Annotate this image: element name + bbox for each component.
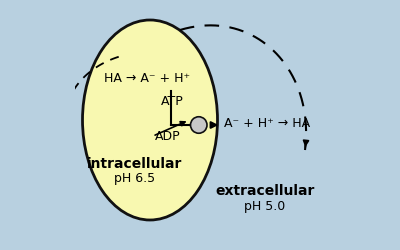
Text: pH 5.0: pH 5.0 [244,200,286,213]
Text: ATP: ATP [161,95,184,108]
Text: extracellular: extracellular [215,184,315,198]
Text: pH 6.5: pH 6.5 [114,172,156,185]
Text: ADP: ADP [155,130,181,143]
Text: HA → A⁻ + H⁺: HA → A⁻ + H⁺ [104,72,190,85]
Circle shape [190,117,207,133]
Ellipse shape [82,20,218,220]
Text: intracellular: intracellular [87,157,183,171]
FancyBboxPatch shape [70,0,330,250]
Text: A⁻ + H⁺ → HA: A⁻ + H⁺ → HA [224,117,310,130]
